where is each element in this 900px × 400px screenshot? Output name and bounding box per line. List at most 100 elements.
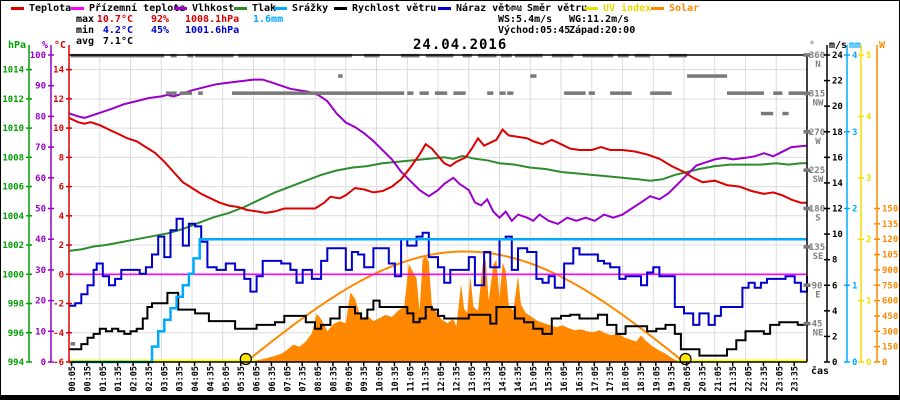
axis-tick-label: 4 [866, 112, 872, 122]
axis-tick-label: 5 [866, 51, 871, 61]
axis-direction-letter: SE [813, 252, 824, 262]
axis-tick-label: 1200 [882, 235, 900, 245]
legend-swatch [651, 7, 664, 10]
wind-direction-segment [487, 91, 494, 95]
time-tick-label: 17:05 [591, 366, 601, 392]
legend-label: Směr větru [527, 3, 588, 14]
axis-tick-label: -4 [53, 329, 64, 339]
axis-tick-label: 180 [809, 205, 825, 215]
axis-tick-label: 300 [882, 327, 898, 337]
axis-tick-label: 14 [832, 179, 843, 189]
axis-tick-label: 750 [882, 281, 898, 291]
legend-swatch [334, 7, 347, 10]
stat-min-humidity: 45% [150, 25, 169, 36]
axis-tick-label: 315 [809, 89, 825, 99]
legend-label: Přízemní teplota [89, 3, 186, 14]
wind-direction-segment [788, 91, 804, 95]
humidity-series [68, 78, 808, 226]
axis-tick-label: 100 [30, 51, 46, 61]
time-tick-label: 17:35 [606, 366, 616, 392]
legend-item-1: Teplota [11, 3, 71, 14]
legend-item-7: Náraz větru [438, 3, 522, 14]
time-tick-label: 21:05 [714, 366, 724, 392]
axis-tick-label: 8 [59, 153, 64, 163]
axis-tick-label: 20 [35, 297, 46, 307]
axis-unit-label: m/s [829, 40, 847, 51]
precipitation-series [69, 237, 807, 364]
axis-tick-label: 994 [8, 358, 25, 368]
temperature-series [68, 116, 807, 214]
axis-tick-label: 1006 [2, 183, 24, 193]
axis-direction-letter: SW [813, 175, 824, 185]
axis-pressure: 994 996 998 1000 1002 1004 1006 1008 1010 1012 101… [2, 40, 32, 368]
axis-tick [803, 168, 811, 172]
axis-tick-label: 45 [812, 320, 823, 330]
stat-avg-label: avg [76, 36, 95, 47]
axis-tick-label: 1004 [2, 212, 24, 222]
time-tick-label: 13:05 [468, 366, 478, 392]
time-tick-label: 18:05 [622, 366, 632, 392]
time-tick-label: 09:35 [360, 366, 370, 392]
wind-direction-segment [507, 91, 514, 95]
axis-tick [803, 91, 811, 96]
wind-direction-segment [407, 91, 414, 95]
axis-tick [803, 129, 811, 134]
axis-tick-label: 24 [832, 51, 843, 61]
time-tick-label: 09:05 [345, 366, 355, 392]
axis-tick-label: 8 [832, 256, 837, 266]
axis-tick-label: 3 [866, 174, 871, 184]
axis-tick [803, 206, 811, 211]
wind-direction-segment [338, 74, 343, 78]
wind-direction-series [70, 53, 804, 346]
sun-marker [679, 352, 692, 366]
time-tick-label: 22:35 [760, 366, 770, 392]
axis-unit-label: ° [809, 40, 815, 51]
axis-tick-label: 1014 [2, 66, 24, 76]
axis-tick-label: 150 [882, 343, 898, 353]
wind-direction-segment [773, 91, 783, 95]
stat-min-pressure: 1001.6hPa [185, 25, 240, 36]
axis-tick [803, 245, 811, 249]
axis-unit-label: % [42, 40, 48, 51]
axis-tick-label: 996 [8, 329, 24, 339]
legend-label: Srážky [292, 3, 329, 14]
axis-tick-label: 10 [35, 327, 46, 337]
axis-direction-letter: S [815, 214, 820, 224]
time-tick-label: 11:35 [422, 366, 432, 392]
time-tick-label: 19:35 [668, 366, 678, 392]
axis-tick-label: 30 [35, 266, 46, 276]
legend-swatch [438, 7, 451, 10]
stat-sunrise-time: Východ:05:45 [498, 25, 571, 36]
legend-item-9: UV index [585, 3, 651, 14]
stat-avg-temp: 7.1°C [102, 36, 133, 47]
axis-humidity: 0 10 20 30 40 50 60 70 80 90 100% [30, 40, 54, 368]
axis-tick-label: 0 [882, 358, 887, 368]
axis-tick-label: 90 [812, 281, 823, 291]
axis-tick-label: 360 [809, 51, 825, 61]
axis-tick-label: 22 [832, 77, 843, 87]
wind-direction-segment [70, 342, 76, 346]
time-tick-label: 16:05 [560, 366, 570, 392]
axis-tick-label: 2 [866, 235, 871, 245]
time-tick-label: 14:35 [514, 366, 524, 392]
wind-direction-segment [782, 111, 789, 116]
legend-swatch [174, 7, 187, 10]
axis-tick-label: 1010 [2, 124, 24, 134]
axis-tick-label: 4 [832, 307, 838, 317]
legend-item-6: Rychlost větru [334, 3, 436, 14]
time-tick-label: 12:05 [437, 366, 447, 392]
axis-tick [803, 283, 811, 288]
wind-direction-segment [165, 91, 177, 95]
axis-tick-label: 1050 [882, 251, 900, 261]
stat-wind-gust-max: WG:11.2m/s [569, 14, 630, 25]
axis-direction-letter: N [815, 60, 820, 70]
time-tick-label: 20:35 [698, 366, 708, 392]
time-tick-label: 07:05 [283, 366, 293, 392]
axis-tick-label: 70 [35, 143, 46, 153]
time-tick-label: 23:05 [775, 366, 785, 392]
stat-rain-total: 1.6mm [253, 14, 284, 25]
axis-direction-letter: NE [813, 329, 824, 339]
axis-tick-label: 6 [832, 281, 837, 291]
axis-tick-label: 12 [53, 95, 64, 105]
